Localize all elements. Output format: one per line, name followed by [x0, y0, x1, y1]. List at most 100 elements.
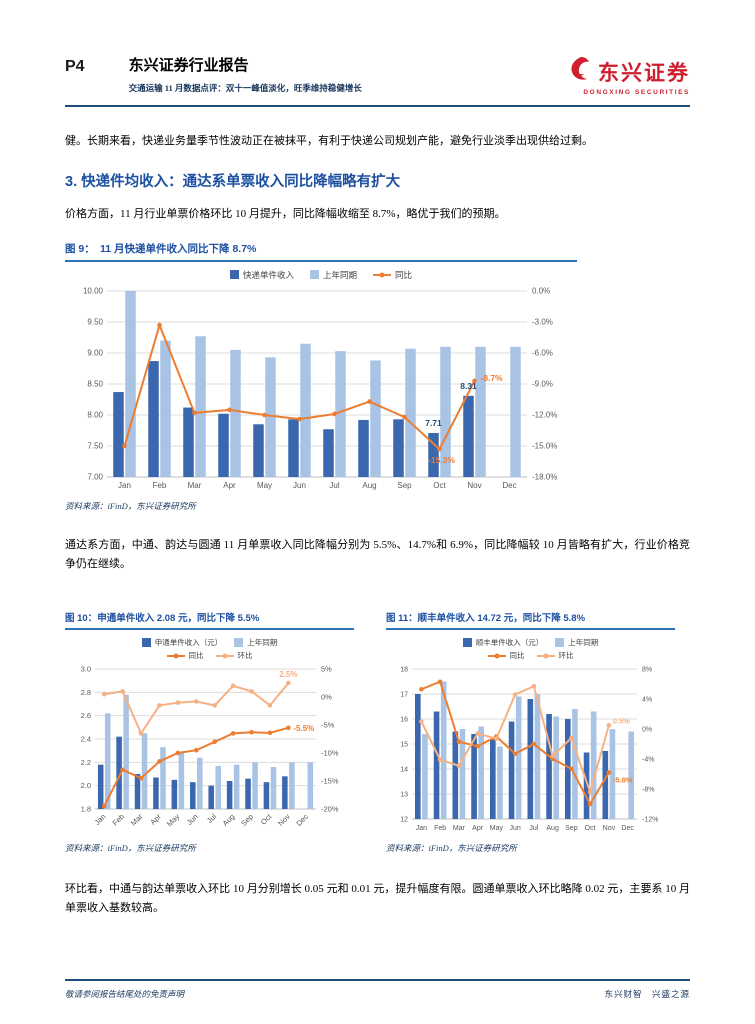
svg-text:Jun: Jun: [185, 812, 200, 827]
figure-11-source: 资料来源：iFinD，东兴证券研究所: [386, 843, 517, 853]
svg-text:Jan: Jan: [93, 812, 108, 827]
svg-text:Dec: Dec: [294, 812, 310, 828]
svg-text:7.00: 7.00: [87, 472, 103, 481]
legend-bar-marker-entry: 快递单件收入: [229, 269, 294, 281]
svg-text:14: 14: [400, 767, 408, 774]
svg-text:Aug: Aug: [362, 481, 376, 490]
logo-text-en: DONGXING SECURITIES: [583, 89, 690, 96]
section-heading: 3. 快递件均收入：通达系单票收入同比降幅略有扩大: [65, 174, 401, 191]
svg-text:Oct: Oct: [585, 825, 596, 832]
page-header: P4 东兴证券行业报告 交通运输 11 月数据点评：双十一峰值淡化，旺季维持稳健…: [65, 0, 690, 96]
svg-text:Jul: Jul: [205, 812, 218, 825]
svg-text:Mar: Mar: [188, 481, 202, 490]
svg-text:Apr: Apr: [223, 481, 236, 490]
svg-text:Feb: Feb: [153, 481, 167, 490]
svg-text:2.5%: 2.5%: [279, 670, 297, 679]
legend-bar-marker-entry: 上年同期: [234, 637, 277, 648]
svg-text:12: 12: [400, 817, 408, 824]
legend-line-marker-entry: 同比: [166, 650, 204, 661]
svg-text:-5.5%: -5.5%: [293, 724, 314, 733]
logo-text-cn: 东兴证券: [598, 60, 690, 85]
svg-text:-10%: -10%: [321, 749, 339, 758]
svg-text:Nov: Nov: [603, 825, 616, 832]
figure-10-chart: 1.8 2.0 2.2 2.4 2.6 2.8 3.0 -20% -15% -10% -5% 0% 5%…: [81, 665, 339, 829]
legend-line-marker-entry: 环比: [215, 650, 253, 661]
figure-9-legend: 快递单件收入 上年同期 同比: [65, 269, 577, 281]
svg-text:Jun: Jun: [509, 825, 520, 832]
svg-text:2.8: 2.8: [81, 688, 91, 697]
page-footer: 敬请参阅报告结尾处的免责声明 东兴财智 兴盛之源: [65, 979, 690, 1000]
svg-text:Oct: Oct: [259, 811, 274, 826]
svg-text:Jul: Jul: [529, 825, 538, 832]
svg-text:18: 18: [400, 667, 408, 674]
svg-text:8%: 8%: [642, 667, 652, 674]
paragraph-mom: 环比看，中通与韵达单票收入环比 10 月分别增长 0.05 元和 0.01 元，…: [65, 883, 690, 915]
svg-text:-9.0%: -9.0%: [532, 379, 553, 388]
svg-text:-12.0%: -12.0%: [532, 410, 557, 419]
legend-line-marker-entry: 同比: [487, 650, 525, 661]
figure-10: 图 10：申通单件收入 2.08 元，同比下降 5.5% 申通单件收入（元） 上年…: [65, 610, 354, 854]
svg-text:Aug: Aug: [221, 812, 237, 828]
svg-text:2.4: 2.4: [81, 735, 91, 744]
svg-text:Sep: Sep: [397, 481, 412, 490]
svg-text:Nov: Nov: [467, 481, 481, 490]
svg-text:9.50: 9.50: [87, 317, 103, 326]
figure-9-chart: 7.00 7.50 8.00 8.50 9.00 9.50 10.00 -18.0% -15.0…: [83, 286, 557, 490]
svg-text:Apr: Apr: [472, 825, 484, 832]
figures-row: 图 10：申通单件收入 2.08 元，同比下降 5.5% 申通单件收入（元） 上年…: [65, 594, 690, 854]
svg-text:0%: 0%: [321, 693, 332, 702]
svg-text:Jan: Jan: [118, 481, 131, 490]
svg-text:Oct: Oct: [433, 481, 446, 490]
svg-text:May: May: [490, 825, 504, 832]
svg-text:9.00: 9.00: [87, 348, 103, 357]
legend-bar-marker-entry: 上年同期: [309, 269, 357, 281]
svg-text:3.0: 3.0: [81, 665, 91, 674]
figure-11-title: 图 11：顺丰单件收入 14.72 元，同比下降 5.8%: [386, 610, 675, 630]
svg-text:Nov: Nov: [276, 812, 292, 828]
svg-text:0.5%: 0.5%: [613, 716, 630, 725]
figure-10-source: 资料来源：iFinD，东兴证券研究所: [65, 843, 196, 853]
svg-text:8.00: 8.00: [87, 410, 103, 419]
svg-text:-20%: -20%: [321, 805, 339, 814]
dongxing-flame-icon: [567, 56, 593, 87]
header-divider: [65, 105, 690, 107]
svg-text:-8.7%: -8.7%: [481, 372, 504, 382]
svg-text:-15%: -15%: [321, 777, 339, 786]
svg-text:4%: 4%: [642, 697, 652, 704]
svg-text:2.0: 2.0: [81, 781, 91, 790]
svg-text:-15.0%: -15.0%: [532, 441, 557, 450]
figure-10-legend: 申通单件收入（元） 上年同期 同比 环比: [65, 637, 354, 661]
footer-slogan: 东兴财智 兴盛之源: [604, 989, 690, 999]
svg-text:15: 15: [400, 742, 408, 749]
svg-text:Dec: Dec: [502, 481, 516, 490]
svg-text:7.50: 7.50: [87, 441, 103, 450]
svg-text:0%: 0%: [642, 727, 652, 734]
svg-text:May: May: [165, 812, 182, 829]
figure-11-legend: 顺丰单件收入（元） 上年同期 同比 环比: [386, 637, 675, 661]
page-number: P4: [65, 58, 85, 75]
svg-text:-12%: -12%: [642, 817, 658, 824]
svg-text:8.50: 8.50: [87, 379, 103, 388]
svg-text:-3.0%: -3.0%: [532, 317, 553, 326]
figure-11-chart: 12 13 14 15 16 17 18 -12% -8% -4% 0% 4% 8% Jan Feb Mar A…: [400, 667, 658, 833]
footer-disclaimer: 敬请参阅报告结尾处的免责声明: [65, 989, 185, 999]
svg-text:Jan: Jan: [416, 825, 427, 832]
svg-text:Sep: Sep: [565, 825, 578, 832]
figure-9: 图 9： 11 月快递单件收入同比下降 8.7% 快递单件收入 上年同期 同比 7.…: [65, 241, 577, 512]
svg-text:1.8: 1.8: [81, 805, 91, 814]
svg-text:Feb: Feb: [434, 825, 446, 832]
legend-line-marker-entry: 同比: [373, 269, 412, 281]
svg-text:Mar: Mar: [129, 812, 145, 828]
svg-text:-6.0%: -6.0%: [532, 348, 553, 357]
svg-text:Dec: Dec: [621, 825, 634, 832]
figure-11: 图 11：顺丰单件收入 14.72 元，同比下降 5.8% 顺丰单件收入（元） 上…: [386, 610, 675, 854]
svg-text:Aug: Aug: [546, 825, 559, 832]
svg-text:-5%: -5%: [321, 721, 335, 730]
svg-text:16: 16: [400, 717, 408, 724]
svg-text:-8%: -8%: [642, 787, 654, 794]
paragraph-price: 价格方面，11 月行业单票价格环比 10 月提升，同比降幅收缩至 8.7%，略优…: [65, 208, 506, 221]
svg-text:2.2: 2.2: [81, 758, 91, 767]
svg-text:-15.3%: -15.3%: [428, 455, 455, 465]
svg-text:13: 13: [400, 792, 408, 799]
